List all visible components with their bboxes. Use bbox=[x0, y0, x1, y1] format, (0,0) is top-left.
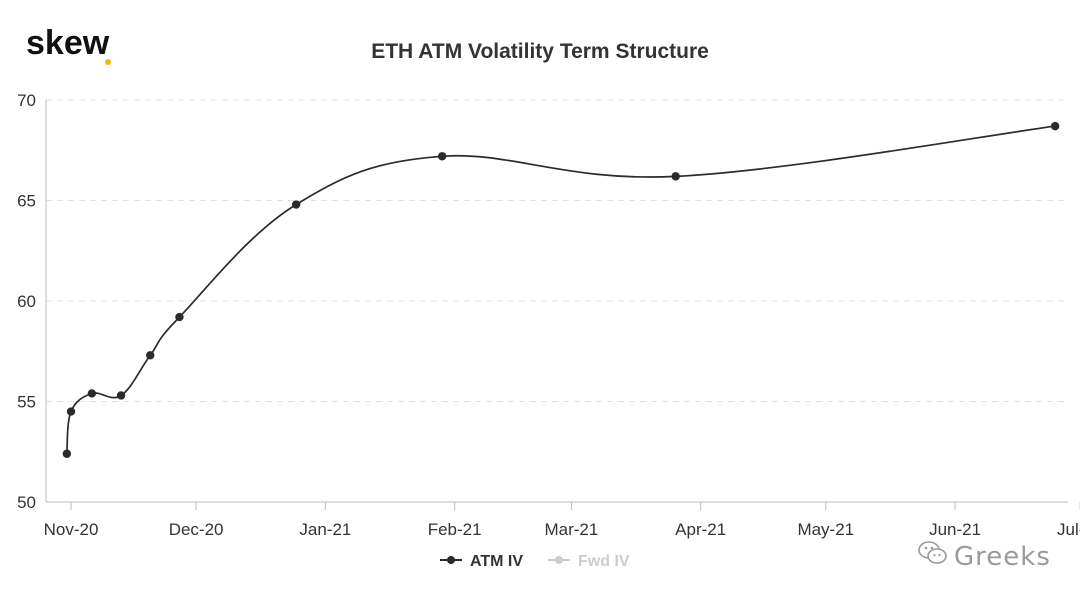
x-tick-label: Feb-21 bbox=[428, 520, 482, 539]
atm-iv-line bbox=[65, 125, 1056, 454]
atm-iv-point bbox=[292, 200, 301, 209]
y-tick-label: 65 bbox=[17, 192, 36, 211]
atm-iv-point bbox=[671, 172, 680, 181]
atm-iv-point bbox=[437, 152, 447, 161]
atm-iv-point bbox=[146, 351, 155, 360]
logo-text: skew bbox=[26, 24, 110, 62]
x-tick-label: Jul-21 bbox=[1057, 520, 1080, 539]
x-tick-label: Apr-21 bbox=[675, 520, 726, 539]
legend-swatch-marker bbox=[447, 556, 455, 564]
y-tick-label: 55 bbox=[17, 393, 36, 412]
axis-layer: 50 55 60 65 70 Nov-20 Dec-20 Jan-21 Feb-21 Mar-21… bbox=[17, 91, 1080, 539]
x-tick-label: Jun-21 bbox=[929, 520, 981, 539]
atm-iv-point bbox=[66, 407, 76, 416]
chart-title: ETH ATM Volatility Term Structure bbox=[371, 40, 709, 63]
atm-iv-point bbox=[62, 449, 72, 458]
atm-iv-point bbox=[116, 391, 126, 400]
legend-label: Fwd IV bbox=[578, 553, 630, 570]
wechat-icon bbox=[918, 540, 948, 573]
logo-dot bbox=[105, 59, 111, 65]
atm-iv-point bbox=[175, 312, 184, 322]
legend-swatch-marker bbox=[555, 556, 563, 564]
legend: ATM IV Fwd IV bbox=[440, 553, 630, 570]
y-tick-label: 50 bbox=[17, 493, 36, 512]
atm-iv-point bbox=[87, 389, 97, 398]
x-tick-label: Mar-21 bbox=[544, 520, 598, 539]
y-tick-label: 60 bbox=[17, 292, 36, 311]
atm-iv-point bbox=[1050, 121, 1060, 131]
grid-layer bbox=[46, 99, 1068, 402]
x-tick-label: Dec-20 bbox=[169, 520, 224, 539]
skew-logo: skew bbox=[26, 26, 109, 60]
watermark-text: Greeks bbox=[954, 541, 1051, 572]
x-tick-label: Nov-20 bbox=[44, 520, 99, 539]
legend-label: ATM IV bbox=[470, 553, 523, 570]
x-tick-label: May-21 bbox=[797, 520, 854, 539]
greeks-watermark: Greeks bbox=[918, 540, 1051, 573]
y-tick-label: 70 bbox=[17, 91, 36, 110]
x-tick-label: Jan-21 bbox=[299, 520, 351, 539]
series-layer bbox=[62, 121, 1060, 458]
